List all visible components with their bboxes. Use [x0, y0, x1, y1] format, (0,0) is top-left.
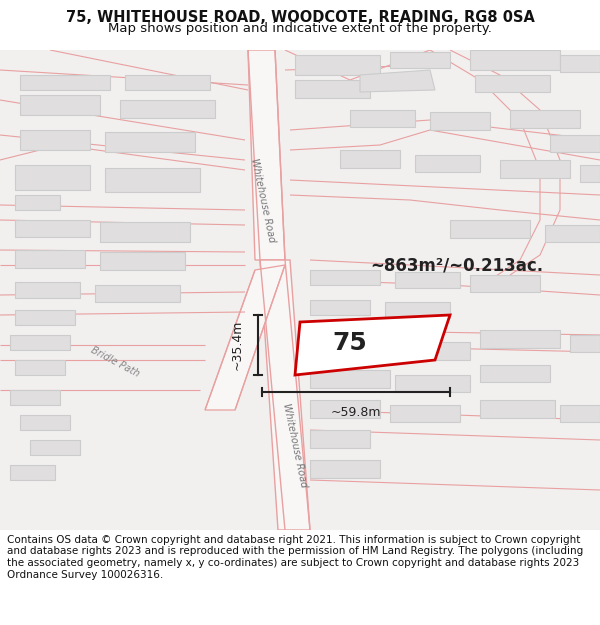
Polygon shape: [10, 335, 70, 350]
Polygon shape: [310, 400, 380, 418]
Polygon shape: [295, 80, 370, 98]
Polygon shape: [470, 275, 540, 292]
Polygon shape: [390, 405, 460, 422]
Polygon shape: [20, 415, 70, 430]
Polygon shape: [15, 165, 90, 190]
Text: Whitehouse Road: Whitehouse Road: [249, 157, 277, 243]
Text: Map shows position and indicative extent of the property.: Map shows position and indicative extent…: [108, 22, 492, 35]
Polygon shape: [105, 168, 200, 192]
Text: ~863m²/~0.213ac.: ~863m²/~0.213ac.: [370, 256, 543, 274]
Polygon shape: [560, 55, 600, 72]
Polygon shape: [475, 75, 550, 92]
Text: Whitehouse Road: Whitehouse Road: [281, 402, 309, 488]
Polygon shape: [400, 342, 470, 360]
Polygon shape: [100, 252, 185, 270]
Polygon shape: [310, 300, 370, 315]
Polygon shape: [260, 260, 310, 530]
Polygon shape: [310, 460, 380, 478]
Polygon shape: [205, 265, 285, 410]
Polygon shape: [295, 315, 450, 375]
Polygon shape: [560, 405, 600, 422]
Polygon shape: [480, 365, 550, 382]
Polygon shape: [340, 150, 400, 168]
Polygon shape: [15, 310, 75, 325]
Text: ~35.4m: ~35.4m: [231, 320, 244, 370]
Polygon shape: [248, 50, 285, 260]
Polygon shape: [570, 335, 600, 352]
Polygon shape: [105, 132, 195, 152]
Polygon shape: [30, 440, 80, 455]
Polygon shape: [310, 430, 370, 448]
Polygon shape: [10, 465, 55, 480]
Polygon shape: [545, 225, 600, 242]
Polygon shape: [390, 52, 450, 68]
Polygon shape: [350, 110, 415, 127]
Text: Contains OS data © Crown copyright and database right 2021. This information is : Contains OS data © Crown copyright and d…: [7, 535, 583, 579]
Polygon shape: [550, 135, 600, 152]
Polygon shape: [580, 165, 600, 182]
Polygon shape: [15, 360, 65, 375]
Polygon shape: [95, 285, 180, 302]
Polygon shape: [20, 130, 90, 150]
Text: Bridle Path: Bridle Path: [89, 345, 141, 379]
Polygon shape: [120, 100, 215, 118]
Polygon shape: [415, 155, 480, 172]
Polygon shape: [500, 160, 570, 178]
Polygon shape: [20, 75, 110, 90]
Polygon shape: [125, 75, 210, 90]
Polygon shape: [385, 302, 450, 318]
Polygon shape: [100, 222, 190, 242]
Polygon shape: [470, 50, 560, 70]
Polygon shape: [310, 370, 390, 388]
Polygon shape: [395, 272, 460, 288]
Polygon shape: [15, 250, 85, 268]
Polygon shape: [20, 95, 100, 115]
Polygon shape: [15, 195, 60, 210]
Polygon shape: [395, 375, 470, 392]
Polygon shape: [360, 70, 435, 92]
Text: ~59.8m: ~59.8m: [331, 406, 381, 419]
Text: 75: 75: [332, 331, 367, 355]
Polygon shape: [510, 110, 580, 128]
Polygon shape: [15, 282, 80, 298]
Polygon shape: [310, 270, 380, 285]
Polygon shape: [310, 340, 390, 358]
Polygon shape: [480, 330, 560, 348]
Text: 75, WHITEHOUSE ROAD, WOODCOTE, READING, RG8 0SA: 75, WHITEHOUSE ROAD, WOODCOTE, READING, …: [65, 10, 535, 25]
Polygon shape: [10, 390, 60, 405]
Polygon shape: [295, 55, 380, 75]
Polygon shape: [430, 112, 490, 130]
Polygon shape: [15, 220, 90, 237]
Polygon shape: [450, 220, 530, 238]
Polygon shape: [480, 400, 555, 418]
